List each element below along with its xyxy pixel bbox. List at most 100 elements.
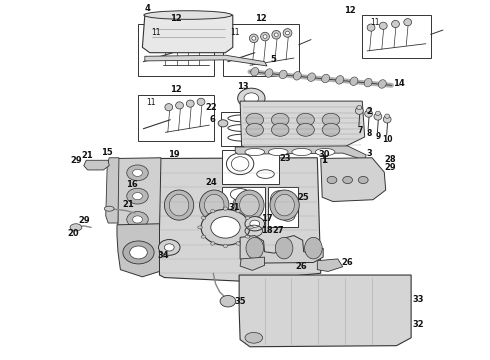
Text: 6: 6 (209, 115, 215, 124)
Polygon shape (106, 158, 119, 223)
Ellipse shape (186, 40, 190, 44)
Ellipse shape (366, 108, 371, 113)
Text: 11: 11 (230, 28, 240, 37)
Ellipse shape (220, 296, 236, 307)
Text: 10: 10 (382, 135, 393, 144)
Ellipse shape (130, 246, 147, 259)
Bar (362, 15, 431, 58)
Polygon shape (240, 235, 323, 263)
Ellipse shape (385, 114, 390, 118)
Text: 24: 24 (205, 178, 217, 187)
Ellipse shape (251, 67, 259, 76)
Text: 12: 12 (171, 85, 182, 94)
Ellipse shape (183, 38, 192, 46)
Ellipse shape (236, 242, 240, 245)
Ellipse shape (357, 105, 362, 110)
Polygon shape (240, 257, 265, 270)
Ellipse shape (321, 74, 330, 83)
Ellipse shape (322, 113, 340, 126)
Text: 26: 26 (342, 258, 353, 267)
Polygon shape (158, 158, 321, 281)
Ellipse shape (201, 235, 206, 238)
Ellipse shape (322, 123, 340, 136)
Ellipse shape (218, 120, 228, 127)
Text: 23: 23 (279, 154, 291, 163)
Ellipse shape (235, 190, 264, 220)
Ellipse shape (197, 98, 205, 105)
Ellipse shape (275, 194, 294, 216)
Text: 11: 11 (146, 98, 155, 107)
Ellipse shape (175, 102, 183, 109)
Text: 21: 21 (82, 151, 94, 160)
Polygon shape (239, 275, 411, 347)
Text: 26: 26 (295, 262, 307, 271)
Ellipse shape (248, 226, 253, 229)
Polygon shape (84, 160, 109, 170)
Ellipse shape (238, 88, 265, 108)
Ellipse shape (144, 11, 232, 19)
Ellipse shape (367, 24, 375, 31)
Ellipse shape (378, 80, 386, 88)
Ellipse shape (165, 104, 172, 111)
Ellipse shape (307, 73, 316, 81)
Ellipse shape (127, 165, 148, 181)
Ellipse shape (269, 148, 288, 156)
Polygon shape (321, 158, 386, 202)
Bar (221, 187, 265, 226)
Ellipse shape (228, 216, 240, 225)
Ellipse shape (245, 216, 250, 220)
Bar (139, 95, 214, 141)
Ellipse shape (127, 188, 148, 204)
Ellipse shape (249, 34, 258, 42)
Text: 33: 33 (413, 294, 424, 303)
Ellipse shape (270, 190, 299, 220)
Ellipse shape (336, 76, 344, 84)
Bar (223, 24, 299, 76)
Text: 21: 21 (123, 200, 135, 209)
Ellipse shape (297, 123, 315, 136)
Ellipse shape (161, 38, 170, 46)
Ellipse shape (133, 169, 143, 176)
Text: 12: 12 (171, 14, 182, 23)
Ellipse shape (133, 216, 143, 223)
Polygon shape (145, 55, 267, 66)
Ellipse shape (163, 40, 167, 44)
Ellipse shape (246, 237, 264, 259)
Ellipse shape (159, 239, 180, 255)
Text: 35: 35 (234, 297, 246, 306)
Ellipse shape (355, 107, 363, 114)
Text: 12: 12 (255, 14, 267, 23)
Text: 19: 19 (169, 150, 180, 159)
Text: 18: 18 (261, 226, 273, 235)
Ellipse shape (197, 226, 202, 229)
Ellipse shape (383, 116, 391, 123)
Text: 28: 28 (385, 155, 396, 164)
Ellipse shape (271, 113, 289, 126)
Ellipse shape (358, 176, 368, 184)
Ellipse shape (169, 194, 189, 216)
Ellipse shape (286, 31, 290, 35)
Ellipse shape (70, 224, 82, 231)
Ellipse shape (199, 190, 229, 220)
Ellipse shape (283, 29, 292, 37)
Ellipse shape (245, 235, 250, 238)
Text: 5: 5 (270, 55, 276, 64)
Bar (220, 112, 270, 146)
Text: 30: 30 (318, 150, 330, 159)
Ellipse shape (174, 40, 178, 44)
Ellipse shape (294, 72, 301, 80)
Text: 20: 20 (67, 229, 79, 238)
Ellipse shape (279, 70, 287, 79)
Text: 32: 32 (413, 320, 424, 329)
Ellipse shape (305, 237, 322, 259)
Ellipse shape (245, 332, 263, 343)
Polygon shape (228, 193, 250, 221)
Ellipse shape (245, 217, 265, 231)
Ellipse shape (379, 22, 387, 30)
Text: 25: 25 (298, 193, 310, 202)
Polygon shape (240, 101, 365, 150)
Ellipse shape (265, 69, 273, 77)
Text: 16: 16 (126, 180, 138, 189)
Polygon shape (143, 15, 233, 53)
Text: 29: 29 (78, 216, 90, 225)
